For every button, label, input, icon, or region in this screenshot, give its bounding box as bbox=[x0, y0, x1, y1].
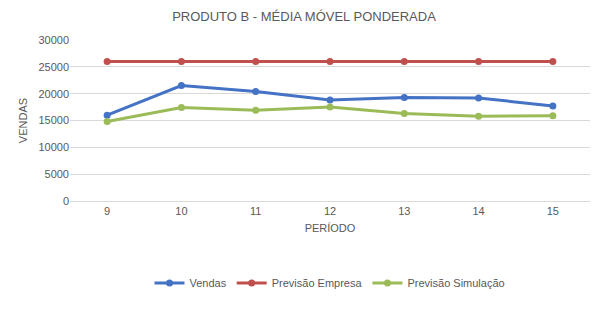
svg-text:11: 11 bbox=[250, 205, 261, 217]
svg-text:15000: 15000 bbox=[38, 114, 69, 126]
svg-text:VENDAS: VENDAS bbox=[17, 98, 29, 143]
svg-text:13: 13 bbox=[398, 205, 410, 217]
svg-text:10000: 10000 bbox=[38, 141, 69, 153]
svg-text:12: 12 bbox=[324, 205, 336, 217]
svg-text:10: 10 bbox=[175, 205, 187, 217]
svg-text:Previsão Simulação: Previsão Simulação bbox=[407, 277, 504, 289]
svg-text:15: 15 bbox=[547, 205, 559, 217]
svg-text:Previsão Empresa: Previsão Empresa bbox=[272, 277, 363, 289]
svg-text:5000: 5000 bbox=[45, 168, 69, 180]
svg-text:PRODUTO B - MÉDIA MÓVEL PONDER: PRODUTO B - MÉDIA MÓVEL PONDERADA bbox=[172, 9, 436, 24]
svg-text:PERÍODO: PERÍODO bbox=[305, 222, 356, 234]
svg-text:9: 9 bbox=[104, 205, 110, 217]
svg-text:14: 14 bbox=[472, 205, 484, 217]
svg-text:30000: 30000 bbox=[38, 34, 69, 46]
svg-text:Vendas: Vendas bbox=[190, 277, 227, 289]
svg-text:20000: 20000 bbox=[38, 88, 69, 100]
svg-text:0: 0 bbox=[63, 195, 69, 207]
svg-text:25000: 25000 bbox=[38, 61, 69, 73]
